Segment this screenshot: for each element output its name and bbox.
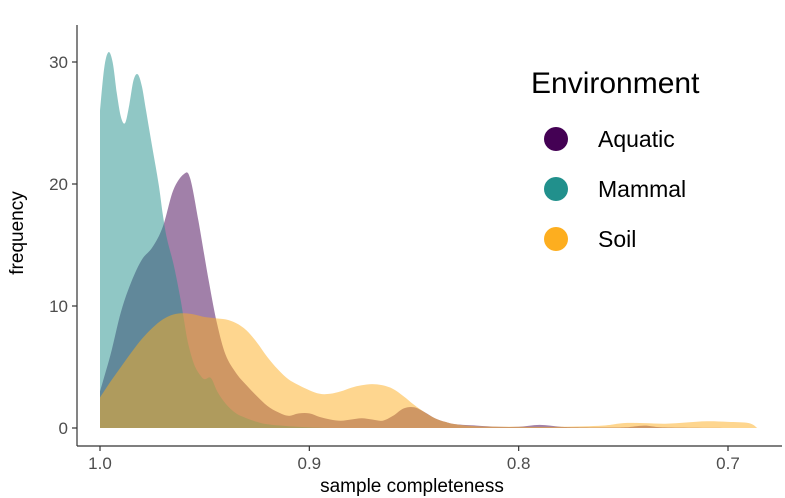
legend-label-mammal: Mammal: [598, 176, 686, 202]
tick-labels: 0 10 20 30 1.0 0.9 0.8 0.7: [49, 53, 740, 473]
x-tick-label: 0.9: [298, 454, 322, 473]
legend-key-aquatic: [544, 127, 568, 151]
legend-key-soil: [544, 227, 568, 251]
y-tick-label: 30: [49, 53, 68, 72]
x-tick-label: 1.0: [88, 454, 112, 473]
axes: [76, 25, 782, 447]
legend-key-mammal: [544, 177, 568, 201]
y-axis-title: frequency: [7, 191, 28, 275]
y-tick-label: 0: [59, 419, 68, 438]
legend-title: Environment: [531, 67, 700, 100]
density-area-soil: [100, 313, 758, 428]
legend: Environment Aquatic Mammal Soil: [531, 67, 700, 252]
y-tick-label: 10: [49, 297, 68, 316]
x-axis-title: sample completeness: [320, 476, 504, 497]
legend-label-soil: Soil: [598, 226, 636, 252]
y-tick-label: 20: [49, 175, 68, 194]
density-areas: [100, 52, 758, 428]
x-tick-label: 0.7: [716, 454, 740, 473]
legend-label-aquatic: Aquatic: [598, 126, 675, 152]
x-tick-label: 0.8: [507, 454, 531, 473]
